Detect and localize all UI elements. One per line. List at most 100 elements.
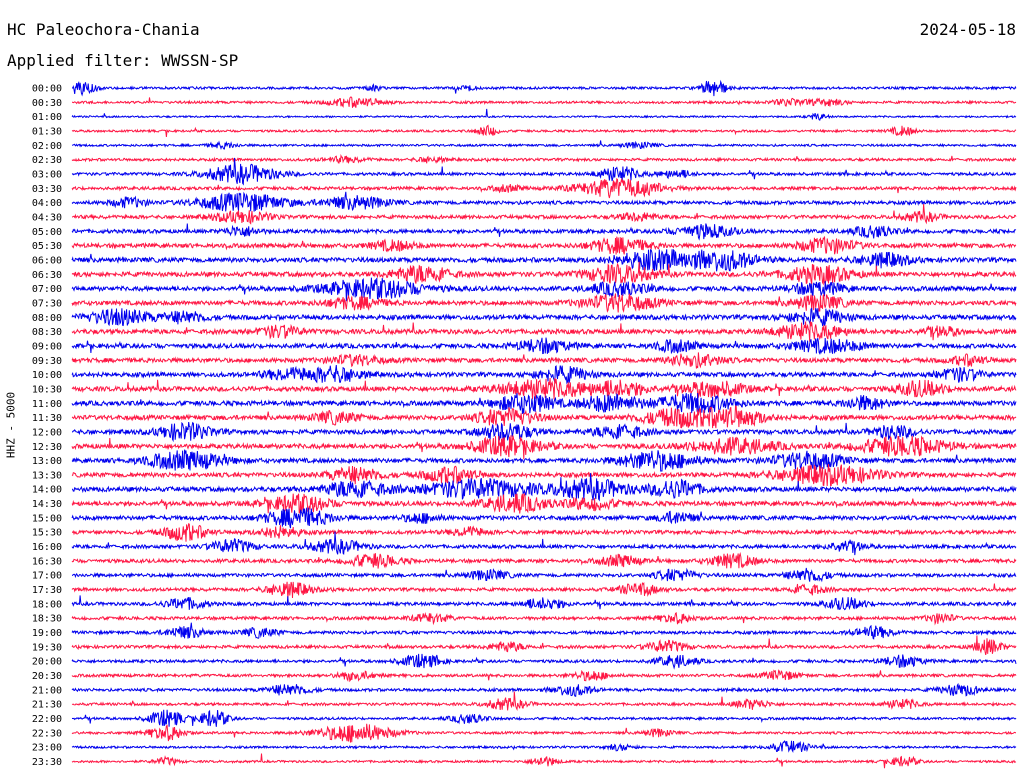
time-label-1400: 14:00: [32, 485, 62, 496]
time-label-1100: 11:00: [32, 399, 62, 410]
time-label-0030: 00:30: [32, 98, 62, 109]
trace-1830: [71, 611, 1017, 626]
filter-label: Applied filter:: [7, 51, 152, 70]
time-label-0330: 03:30: [32, 184, 62, 195]
trace-0100: [71, 108, 1017, 121]
time-label-1030: 10:30: [32, 384, 62, 395]
trace-0200: [71, 140, 1017, 151]
time-label-0530: 05:30: [32, 241, 62, 252]
time-label-0100: 01:00: [32, 112, 62, 123]
trace-1930: [71, 635, 1017, 656]
time-label-1900: 19:00: [32, 628, 62, 639]
time-label-0600: 06:00: [32, 255, 62, 266]
trace-1700: [71, 567, 1017, 583]
trace-1400: [72, 473, 1017, 502]
time-label-0630: 06:30: [32, 270, 62, 281]
trace-0900: [71, 337, 1017, 355]
trace-1030: [71, 377, 1017, 400]
trace-1600: [71, 531, 1017, 556]
trace-2200: [71, 709, 1017, 727]
filter-line: Applied filter: WWSSN-SP: [7, 51, 238, 70]
time-label-1700: 17:00: [32, 571, 62, 582]
trace-1430: [71, 493, 1017, 514]
time-label-1600: 16:00: [32, 542, 62, 553]
trace-2230: [71, 723, 1016, 743]
trace-1200: [72, 421, 1017, 443]
trace-0630: [71, 261, 1017, 286]
time-label-0300: 03:00: [32, 169, 62, 180]
trace-0330: [71, 177, 1017, 199]
trace-1100: [71, 392, 1017, 415]
time-label-0700: 07:00: [32, 284, 62, 295]
trace-2030: [71, 669, 1017, 683]
time-label-2330: 23:30: [32, 757, 62, 768]
time-label-0800: 08:00: [32, 313, 62, 324]
trace-0600: [71, 248, 1017, 272]
time-label-1730: 17:30: [32, 585, 62, 596]
time-label-0430: 04:30: [32, 212, 62, 223]
time-label-1130: 11:30: [32, 413, 62, 424]
time-label-1500: 15:00: [32, 513, 62, 524]
trace-0530: [71, 236, 1017, 255]
trace-1300: [71, 449, 1017, 472]
trace-0730: [71, 293, 1017, 313]
trace-0030: [72, 96, 1017, 108]
trace-0500: [71, 223, 1017, 241]
time-label-1330: 13:30: [32, 470, 62, 481]
time-label-0130: 01:30: [32, 126, 62, 137]
time-label-2200: 22:00: [32, 714, 62, 725]
time-label-1000: 10:00: [32, 370, 62, 381]
time-label-0200: 02:00: [32, 141, 62, 152]
time-label-2300: 23:00: [32, 743, 62, 754]
time-label-1830: 18:30: [32, 614, 62, 625]
trace-2300: [71, 740, 1017, 753]
trace-1730: [71, 581, 1017, 599]
time-label-1200: 12:00: [32, 427, 62, 438]
time-label-0900: 09:00: [32, 341, 62, 352]
time-label-2100: 21:00: [32, 685, 62, 696]
time-label-1930: 19:30: [32, 642, 62, 653]
trace-2330: [71, 753, 1017, 769]
trace-0230: [71, 153, 1017, 165]
trace-2130: [71, 691, 1017, 712]
time-label-1800: 18:00: [32, 599, 62, 610]
trace-0300: [71, 157, 1017, 186]
filter-value: WWSSN-SP: [161, 51, 239, 70]
time-label-0730: 07:30: [32, 298, 62, 309]
time-label-1430: 14:30: [32, 499, 62, 510]
trace-0430: [71, 203, 1017, 225]
trace-0830: [71, 321, 1017, 342]
time-label-1300: 13:00: [32, 456, 62, 467]
trace-1900: [71, 622, 1017, 640]
station-title: HC Paleochora-Chania: [7, 20, 200, 39]
trace-0130: [71, 124, 1017, 138]
trace-1630: [71, 551, 1017, 569]
trace-0930: [71, 352, 1017, 369]
trace-0400: [71, 191, 1017, 212]
time-label-0930: 09:30: [32, 356, 62, 367]
trace-0000: [72, 79, 1017, 97]
trace-1000: [71, 365, 1017, 385]
trace-1230: [71, 435, 1017, 460]
trace-0700: [71, 277, 1017, 302]
trace-2000: [71, 653, 1017, 670]
trace-1530: [71, 522, 1017, 542]
trace-1330: [71, 464, 1017, 487]
time-label-0500: 05:00: [32, 227, 62, 238]
trace-1800: [71, 595, 1017, 611]
time-label-0000: 00:00: [32, 84, 62, 95]
time-label-2230: 22:30: [32, 728, 62, 739]
time-label-0230: 02:30: [32, 155, 62, 166]
time-label-1230: 12:30: [32, 442, 62, 453]
time-label-1530: 15:30: [32, 528, 62, 539]
time-label-2130: 21:30: [32, 700, 62, 711]
plot-date: 2024-05-18: [919, 20, 1016, 39]
time-label-2000: 20:00: [32, 657, 62, 668]
time-label-0830: 08:30: [32, 327, 62, 338]
trace-1130: [71, 405, 1017, 429]
trace-2100: [71, 682, 1017, 697]
trace-1500: [71, 507, 1017, 529]
time-label-2030: 20:30: [32, 671, 62, 682]
